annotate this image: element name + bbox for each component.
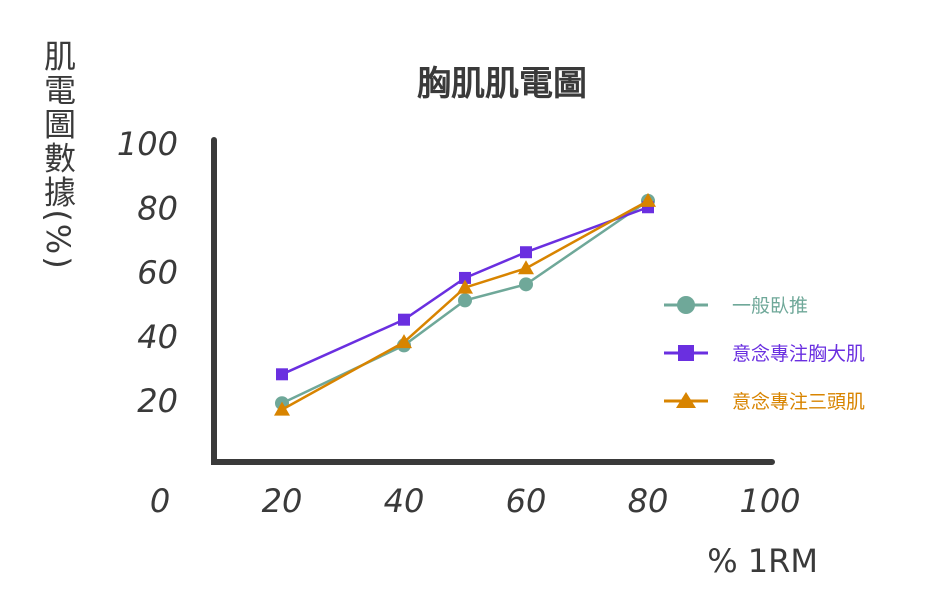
x-tick-label: 0: [150, 482, 170, 520]
chart-title: 胸肌肌電圖: [417, 64, 587, 104]
x-tick-label: 100: [739, 482, 800, 520]
legend-label: 意念專注胸大肌: [732, 342, 865, 365]
y-tick-label: 60: [137, 254, 178, 292]
x-tick-labels: 0 20 40 60 80 100: [150, 482, 801, 520]
legend-marker: [676, 392, 696, 408]
x-tick-label: 40: [384, 482, 425, 520]
x-tick-label: 60: [506, 482, 547, 520]
data-point: [398, 313, 410, 326]
y-axis-label: 肌電圖數據(%): [39, 39, 77, 270]
legend-label: 意念專注三頭肌: [732, 390, 865, 413]
series-group: [274, 192, 656, 416]
data-point: [274, 401, 290, 416]
y-tick-label: 80: [137, 189, 178, 227]
legend-marker: [677, 296, 695, 314]
data-point: [459, 271, 471, 284]
series-2: [276, 201, 654, 381]
data-point: [519, 277, 533, 292]
legend-item: 意念專注胸大肌: [664, 342, 865, 365]
y-tick-labels: 20 40 60 80 100: [117, 125, 178, 420]
data-point: [458, 293, 472, 308]
data-point: [276, 368, 288, 381]
legend-item: 意念專注三頭肌: [664, 390, 865, 413]
y-tick-label: 20: [137, 382, 178, 420]
x-tick-label: 20: [262, 482, 303, 520]
axis-lines: [211, 137, 775, 465]
data-point: [520, 246, 532, 259]
y-tick-label: 40: [137, 318, 178, 356]
x-tick-label: 80: [628, 482, 669, 520]
legend-label: 一般臥推: [732, 295, 808, 317]
legend-marker: [678, 345, 694, 361]
data-point: [518, 260, 534, 275]
y-tick-label: 100: [117, 125, 178, 163]
data-point: [457, 279, 473, 294]
legend-item: 一般臥推: [664, 295, 808, 317]
series-3: [274, 192, 656, 416]
data-point: [640, 192, 656, 207]
data-point: [396, 334, 412, 349]
x-axis-label: % 1RM: [707, 542, 818, 580]
